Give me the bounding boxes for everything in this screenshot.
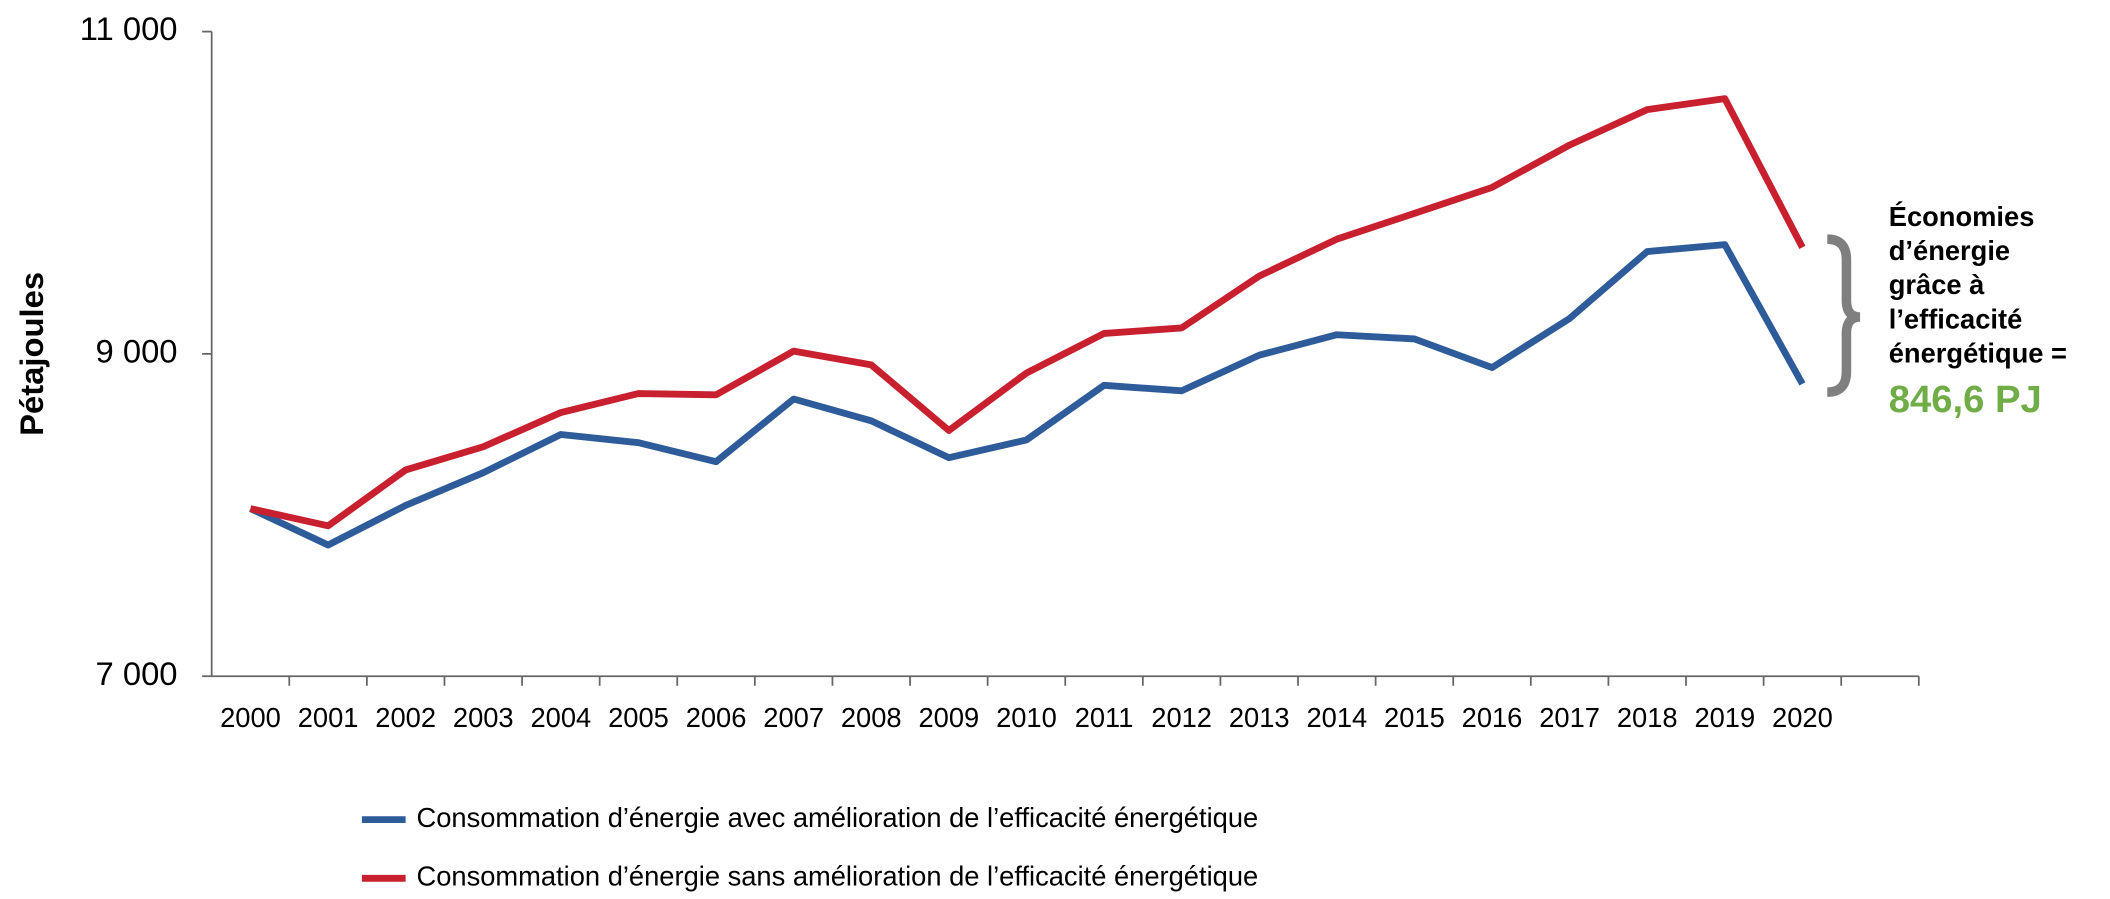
- x-tick-label: 2015: [1384, 702, 1445, 733]
- y-tick-label: 11 000: [80, 10, 178, 47]
- x-tick-label: 2014: [1306, 702, 1367, 733]
- annotation-text: d’énergie: [1889, 235, 2010, 266]
- annotation-value: 846,6 PJ: [1889, 378, 2042, 421]
- x-tick-label: 2010: [996, 702, 1057, 733]
- x-tick-label: 2019: [1694, 702, 1755, 733]
- x-tick-label: 2018: [1617, 702, 1678, 733]
- x-tick-label: 2004: [530, 702, 591, 733]
- annotation-text: énergétique =: [1889, 337, 2067, 368]
- series-line: [249, 241, 1806, 549]
- legend-label: Consommation d’énergie avec amélioration…: [417, 802, 1259, 833]
- x-tick-label: 2007: [763, 702, 824, 733]
- brace: [1826, 234, 1861, 397]
- y-axis-label: Pétajoules: [13, 272, 50, 436]
- x-tick-label: 2002: [375, 702, 436, 733]
- x-tick-label: 2016: [1462, 702, 1523, 733]
- x-tick-label: 2008: [841, 702, 902, 733]
- x-tick-label: 2001: [298, 702, 359, 733]
- x-tick-label: 2011: [1075, 702, 1134, 733]
- x-tick-label: 2013: [1229, 702, 1290, 733]
- x-tick-label: 2009: [918, 702, 979, 733]
- annotation-text: l’efficacité: [1889, 303, 2023, 334]
- x-tick-label: 2017: [1539, 702, 1600, 733]
- x-tick-label: 2003: [453, 702, 514, 733]
- annotation-text: Économies: [1889, 201, 2035, 232]
- y-tick-label: 7 000: [96, 655, 178, 692]
- x-tick-label: 2000: [220, 702, 281, 733]
- x-tick-label: 2020: [1772, 702, 1833, 733]
- x-tick-label: 2012: [1151, 702, 1212, 733]
- annotation-text: grâce à: [1889, 269, 1985, 300]
- x-tick-label: 2006: [686, 702, 747, 733]
- y-tick-label: 9 000: [96, 333, 178, 370]
- series-line: [249, 95, 1806, 530]
- x-tick-label: 2005: [608, 702, 669, 733]
- legend-label: Consommation d’énergie sans amélioration…: [417, 861, 1259, 892]
